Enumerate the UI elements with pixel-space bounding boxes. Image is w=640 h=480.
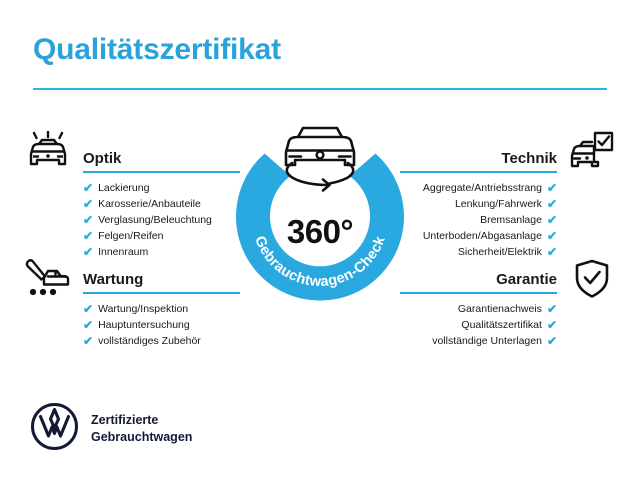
check-icon: ✔	[83, 181, 94, 195]
section-optik-title: Optik	[83, 150, 122, 167]
list-item-label: vollständiges Zubehör	[98, 334, 201, 347]
list-item-label: Innenraum	[98, 245, 149, 258]
section-optik: Optik ✔ Lackierung ✔ Karosserie/Anbautei…	[83, 143, 240, 260]
list-item-label: vollständige Unterlagen	[432, 334, 542, 347]
list-item-label: Felgen/Reifen	[98, 229, 164, 242]
volkswagen-footer: Zertifizierte Gebrauchtwagen	[31, 403, 192, 455]
badge-center-value: 360°	[286, 213, 354, 250]
section-wartung-list: ✔ Wartung/Inspektion ✔ Hauptuntersuchung…	[83, 301, 240, 349]
section-wartung-divider	[83, 292, 240, 294]
section-technik-title: Technik	[501, 150, 557, 167]
section-garantie-list: ✔ Garantienachweis ✔ Qualitätszertifikat…	[400, 301, 557, 349]
section-garantie: Garantie ✔ Garantienachweis ✔ Qualitätsz…	[400, 264, 557, 349]
list-item-label: Lackierung	[98, 181, 150, 194]
section-technik-list: ✔ Aggregate/Antriebsstrang ✔ Lenkung/Fah…	[400, 180, 557, 260]
check-icon: ✔	[546, 245, 557, 259]
list-item: ✔ Verglasung/Beleuchtung	[83, 212, 240, 228]
section-garantie-divider	[400, 292, 557, 294]
volkswagen-logo	[31, 403, 78, 455]
list-item-label: Bremsanlage	[480, 213, 542, 226]
gebrauchtwagen-check-badge: Gebrauchtwagen-Check 360°	[236, 117, 404, 302]
list-item: ✔ Sicherheit/Elektrik	[400, 244, 557, 260]
shield-check-icon	[572, 258, 612, 305]
check-icon: ✔	[546, 181, 557, 195]
title-divider	[33, 88, 607, 90]
section-garantie-header: Garantie	[400, 264, 557, 294]
check-icon: ✔	[83, 302, 94, 316]
section-technik-divider	[400, 171, 557, 173]
list-item-label: Unterboden/Abgasanlage	[422, 229, 542, 242]
section-technik: Technik ✔ Aggregate/Antriebsstrang ✔ Len…	[400, 143, 557, 260]
footer-line-2: Gebrauchtwagen	[91, 430, 193, 444]
car-shine-icon	[26, 130, 70, 178]
check-icon: ✔	[546, 229, 557, 243]
check-icon: ✔	[546, 334, 557, 348]
list-item: ✔ Wartung/Inspektion	[83, 301, 240, 317]
wrench-car-service-icon	[24, 258, 70, 305]
list-item-label: Lenkung/Fahrwerk	[454, 197, 542, 210]
check-icon: ✔	[83, 334, 94, 348]
check-icon: ✔	[83, 197, 94, 211]
list-item-label: Aggregate/Antriebsstrang	[422, 181, 542, 194]
check-icon: ✔	[546, 197, 557, 211]
footer-text: Zertifizierte Gebrauchtwagen	[91, 412, 192, 446]
check-icon: ✔	[546, 213, 557, 227]
section-garantie-title: Garantie	[496, 271, 557, 288]
section-wartung-header: Wartung	[83, 264, 240, 294]
check-icon: ✔	[83, 213, 94, 227]
check-icon: ✔	[546, 318, 557, 332]
list-item: ✔ Innenraum	[83, 244, 240, 260]
list-item-label: Verglasung/Beleuchtung	[98, 213, 212, 226]
footer-line-1: Zertifizierte	[91, 413, 159, 428]
list-item: ✔ Hauptuntersuchung	[83, 317, 240, 333]
section-optik-list: ✔ Lackierung ✔ Karosserie/Anbauteile ✔ V…	[83, 180, 240, 260]
list-item: ✔ Lenkung/Fahrwerk	[400, 196, 557, 212]
page-title: Qualitätszertifikat	[33, 33, 281, 66]
list-item: ✔ Garantienachweis	[400, 301, 557, 317]
list-item: ✔ vollständiges Zubehör	[83, 333, 240, 349]
check-icon: ✔	[83, 229, 94, 243]
list-item: ✔ Bremsanlage	[400, 212, 557, 228]
list-item: ✔ Felgen/Reifen	[83, 228, 240, 244]
car-checkbox-icon	[568, 131, 614, 178]
list-item-label: Hauptuntersuchung	[98, 318, 190, 331]
section-technik-header: Technik	[400, 143, 557, 173]
check-icon: ✔	[83, 318, 94, 332]
check-icon: ✔	[83, 245, 94, 259]
check-icon: ✔	[546, 302, 557, 316]
list-item: ✔ vollständige Unterlagen	[400, 333, 557, 349]
section-optik-header: Optik	[83, 143, 240, 173]
list-item-label: Qualitätszertifikat	[461, 318, 542, 331]
section-wartung-title: Wartung	[83, 271, 144, 288]
section-wartung: Wartung ✔ Wartung/Inspektion ✔ Hauptunte…	[83, 264, 240, 349]
list-item: ✔ Karosserie/Anbauteile	[83, 196, 240, 212]
list-item: ✔ Aggregate/Antriebsstrang	[400, 180, 557, 196]
list-item-label: Garantienachweis	[457, 302, 542, 315]
section-optik-divider	[83, 171, 240, 173]
list-item: ✔ Unterboden/Abgasanlage	[400, 228, 557, 244]
list-item-label: Wartung/Inspektion	[98, 302, 189, 315]
list-item: ✔ Qualitätszertifikat	[400, 317, 557, 333]
list-item-label: Karosserie/Anbauteile	[98, 197, 201, 210]
list-item: ✔ Lackierung	[83, 180, 240, 196]
list-item-label: Sicherheit/Elektrik	[457, 245, 542, 258]
